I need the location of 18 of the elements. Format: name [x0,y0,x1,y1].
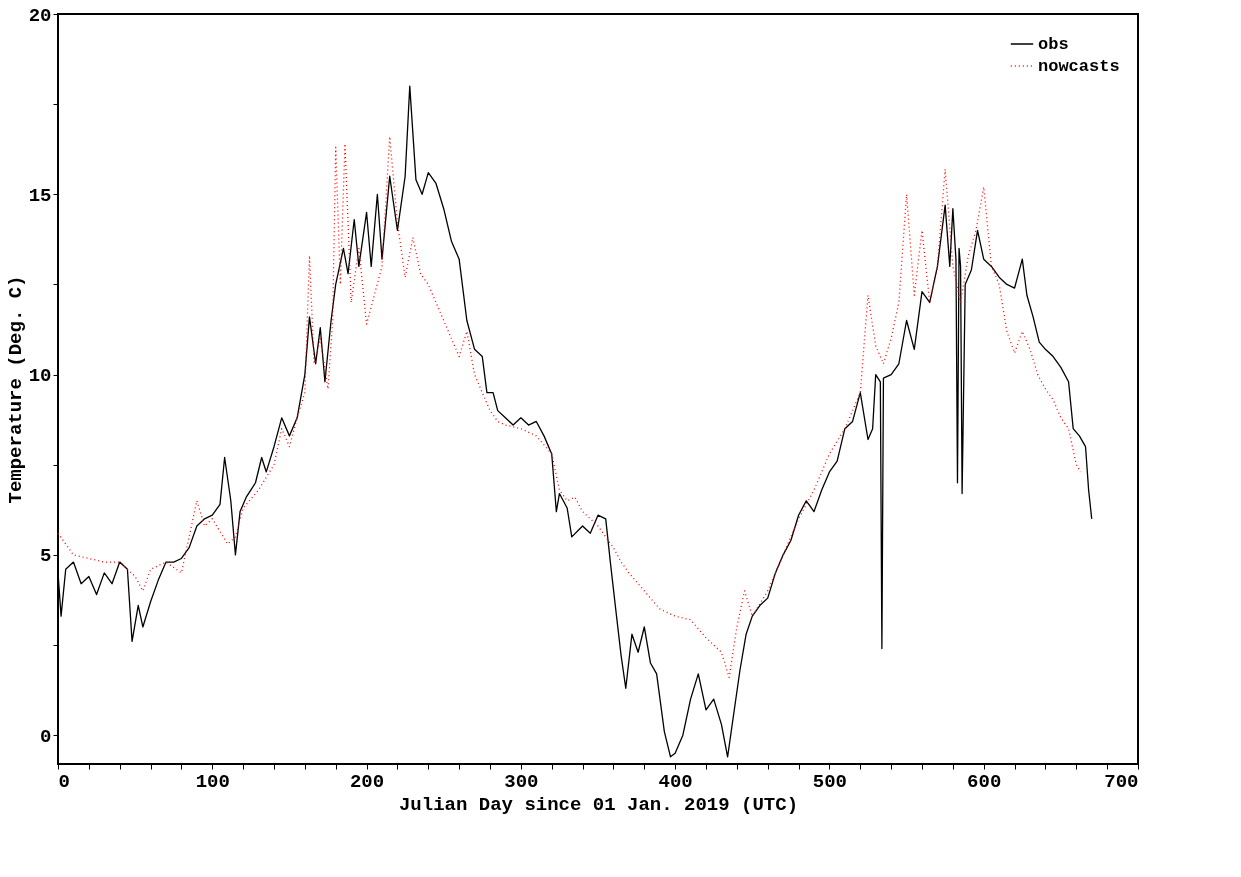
y-tick-label: 0 [40,725,52,748]
y-tick-label: 10 [28,365,52,388]
y-tick-label: 5 [40,545,52,568]
legend-label: obs [1038,35,1069,54]
x-tick-label: 0 [58,770,70,793]
x-tick-label: 600 [967,770,1002,793]
x-tick-label: 700 [1104,770,1139,793]
x-tick-label: 100 [195,770,230,793]
x-tick-label: 400 [658,770,693,793]
y-tick-label: 15 [28,184,52,207]
x-tick-label: 500 [812,770,848,793]
y-axis-title: Temperature (Deg. C) [4,275,27,504]
x-tick-label: 300 [504,770,539,793]
x-tick-label: 200 [349,770,385,793]
legend-label: nowcasts [1038,57,1120,76]
line-series [57,135,1082,679]
y-tick-label: 20 [28,4,52,27]
x-axis-title: Julian Day since 01 Jan. 2019 (UTC) [398,793,799,816]
